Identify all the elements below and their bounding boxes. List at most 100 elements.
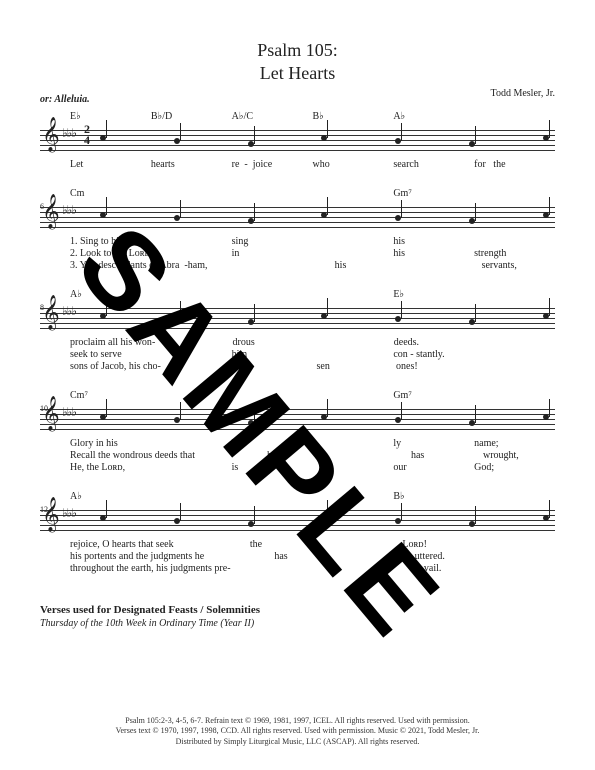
chord-symbol: Gm⁷ — [393, 390, 474, 401]
lyric-syllable: seek to serve — [70, 349, 151, 360]
treble-clef-icon: 𝄞 — [42, 500, 60, 530]
chord-symbol — [474, 188, 555, 199]
lyric-syllable — [151, 248, 232, 259]
lyric-syllable — [293, 563, 359, 574]
note-row — [100, 403, 555, 435]
designated-feasts-block: Verses used for Designated Feasts / Sole… — [40, 604, 555, 629]
lyric-block: Glory in hisho-lyname;Recall the wondrou… — [40, 438, 555, 473]
lyric-syllable — [151, 438, 232, 449]
chord-symbol: A♭ — [70, 491, 151, 502]
chord-symbol — [232, 491, 313, 502]
chord-symbol — [474, 491, 555, 502]
staff: 𝄞♭♭♭ — [40, 201, 555, 233]
note-icon — [100, 414, 106, 420]
lyric-syllable — [174, 539, 250, 550]
staff: 𝄞♭♭♭24 — [40, 124, 555, 156]
key-signature: ♭♭♭ — [62, 405, 76, 420]
staff: 𝄞♭♭♭ — [40, 403, 555, 435]
lyric-syllable: has — [274, 551, 344, 562]
lyric-syllable — [151, 462, 232, 473]
lyric-row: his portents and the judgments hehasutte… — [40, 551, 555, 562]
footer-line-2: Verses text © 1970, 1997, 1998, CCD. All… — [0, 726, 595, 737]
note-icon — [248, 420, 254, 426]
note-icon — [469, 141, 475, 147]
note-icon — [248, 319, 254, 325]
key-signature: ♭♭♭ — [62, 506, 76, 521]
note-icon — [174, 316, 180, 322]
lyric-syllable: Glory in his — [70, 438, 151, 449]
lyric-syllable — [474, 337, 555, 348]
lyric-syllable: him — [232, 349, 313, 360]
lyric-syllable: throughout the earth, his judgments pre — [70, 563, 227, 574]
note-icon — [321, 135, 327, 141]
lyric-syllable — [476, 361, 556, 372]
lyric-row: throughout the earth, his judgments pre-… — [40, 563, 555, 574]
lyric-syllable — [474, 349, 555, 360]
lyric-syllable: servants, — [482, 260, 555, 271]
chord-symbol — [312, 289, 393, 300]
lyric-syllable: he — [267, 450, 339, 461]
chord-symbol — [474, 390, 555, 401]
lyric-syllable — [326, 539, 402, 550]
lyric-syllable — [485, 551, 555, 562]
chord-row: Cm⁷ Gm⁷ — [40, 390, 555, 401]
title-line-1: Psalm 105: — [40, 40, 555, 61]
lyric-syllable — [479, 539, 555, 550]
copyright-footer: Psalm 105:2-3, 4-5, 6-7. Refrain text © … — [0, 716, 595, 748]
lyric-syllable: for the — [474, 159, 555, 170]
chord-row: CmGm⁷ — [40, 188, 555, 199]
lyric-row: seek to serve him con - stantly. — [40, 349, 555, 360]
lyric-syllable: con - stantly. — [393, 349, 474, 360]
lyric-syllable: proclaim all his won — [70, 337, 152, 348]
lyric-syllable: is — [232, 462, 313, 473]
chord-symbol — [312, 188, 393, 199]
designated-subtitle: Thursday of the 10th Week in Ordinary Ti… — [40, 618, 555, 629]
lyric-syllable: search — [393, 159, 474, 170]
lyric-syllable — [312, 248, 393, 259]
note-icon — [321, 212, 327, 218]
lyric-syllable: 3. You descendants of Abra - — [70, 260, 188, 271]
chord-symbol — [151, 491, 232, 502]
lyric-syllable: ho — [232, 438, 313, 449]
lyric-syllable: ham, — [188, 260, 261, 271]
lyric-syllable — [204, 551, 274, 562]
lyric-syllable — [151, 349, 232, 360]
note-icon — [174, 215, 180, 221]
chord-symbol: E♭ — [70, 111, 151, 122]
lyric-syllable — [312, 462, 393, 473]
lyric-syllable: name; — [474, 438, 555, 449]
note-row — [100, 201, 555, 233]
chord-symbol — [151, 289, 232, 300]
chord-symbol: E♭ — [393, 289, 474, 300]
music-system: 10Cm⁷Gm⁷𝄞♭♭♭Glory in hisho-lyname;Recall… — [40, 390, 555, 473]
chord-symbol — [151, 188, 232, 199]
key-signature: ♭♭♭ — [62, 126, 76, 141]
lyric-syllable: rejoice, O hearts that seek — [70, 539, 174, 550]
lyric-block: 1. Sing to him,singhis2. Look to the Lᴏʀ… — [40, 236, 555, 271]
note-icon — [174, 138, 180, 144]
lyric-syllable: - — [227, 563, 293, 574]
chord-symbol: A♭/C — [232, 111, 313, 122]
lyric-syllable: sing — [232, 236, 313, 247]
treble-clef-icon: 𝄞 — [42, 399, 60, 429]
lyric-syllable — [345, 551, 415, 562]
lyric-syllable: Let — [70, 159, 151, 170]
lyric-block: rejoice, O hearts that seektheLᴏʀᴅ!his p… — [40, 539, 555, 574]
lyric-syllable: God; — [474, 462, 555, 473]
note-icon — [543, 313, 549, 319]
lyric-syllable: sons of Jacob, his cho — [70, 361, 158, 372]
chord-row: A♭E♭ — [40, 289, 555, 300]
chord-symbol — [232, 289, 313, 300]
note-icon — [543, 212, 549, 218]
lyric-syllable: his — [335, 260, 408, 271]
note-icon — [543, 135, 549, 141]
lyric-syllable: - — [152, 337, 233, 348]
note-icon — [395, 518, 401, 524]
composer-credit: Todd Mesler, Jr. — [491, 88, 555, 99]
lyric-syllable: drous — [233, 337, 314, 348]
chord-symbol — [474, 111, 555, 122]
lyric-syllable: - — [312, 438, 393, 449]
chord-symbol: B♭/D — [151, 111, 232, 122]
chord-symbol: Cm⁷ — [70, 390, 151, 401]
note-icon — [248, 218, 254, 224]
